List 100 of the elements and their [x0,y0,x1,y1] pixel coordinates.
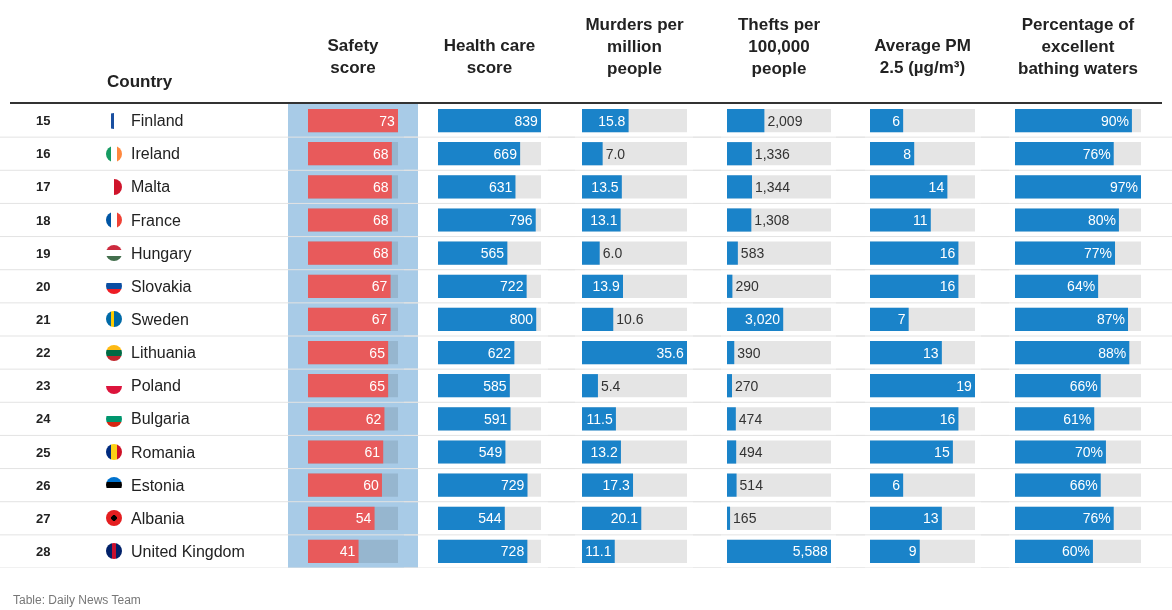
chart-title: Murders per million people [585,14,685,78]
data-label: 67 [371,311,388,328]
data-label: 65 [369,377,386,394]
bar [727,473,737,497]
data-label: 5,588 [792,543,828,560]
y-tick-label: Lithuania [131,344,197,361]
bar [582,142,603,166]
y-tick-label: Sweden [131,311,189,328]
data-label: 2,009 [767,112,803,129]
data-label: 13 [923,344,939,361]
data-label: 7 [897,311,906,328]
data-label: 1,344 [755,178,791,195]
text: 27 [36,511,51,526]
data-label: 68 [373,178,389,195]
data-label: 3,020 [744,311,781,328]
text: 19 [36,246,51,261]
data-label: 728 [500,543,525,560]
chart-title: Safety score [327,36,380,78]
data-label: 15 [934,444,950,460]
text: Table: Daily News Team [13,593,141,607]
y-tick-label: Bulgaria [131,410,190,427]
data-label: 390 [737,344,761,361]
text: 17 [36,179,51,194]
data-label: 60% [1061,543,1090,560]
bar [582,374,598,398]
bar [727,208,752,232]
y-axis-title: Country [107,72,173,91]
text: 23 [36,378,51,393]
data-label: 64% [1067,278,1096,295]
data-label: 76% [1082,510,1111,527]
data-label: 61 [364,444,381,460]
bar [727,440,737,464]
data-label: 7.0 [605,145,626,162]
data-label: 1,336 [754,145,791,162]
data-label: 16 [939,278,956,295]
data-label: 68 [373,245,389,262]
data-label: 68 [373,212,389,228]
data-label: 13.1 [590,212,618,228]
data-label: 591 [483,410,508,427]
y-tick-label: Hungary [131,245,192,262]
data-label: 631 [488,178,513,195]
y-tick-label: France [131,212,181,229]
data-label: 583 [740,245,765,262]
text: 20 [36,279,51,294]
data-label: 565 [480,245,505,262]
data-label: 6 [892,477,901,494]
data-label: 13 [923,510,939,527]
data-label: 669 [493,145,518,162]
data-label: 10.6 [616,311,644,328]
data-label: 165 [733,510,757,527]
data-label: 13.9 [592,278,620,295]
data-label: 80% [1087,212,1116,228]
data-label: 9 [908,543,917,560]
chart-title: Percentage of excellent bathing waters [1018,14,1138,78]
data-label: 19 [956,377,972,394]
data-label: 41 [339,543,356,560]
data-label: 97% [1109,178,1138,195]
bar [727,274,733,298]
text: 26 [36,478,51,493]
data-label: 70% [1074,444,1103,460]
text: 25 [36,445,51,460]
data-label: 290 [735,278,759,295]
y-tick-label: United Kingdom [131,543,245,560]
bar [727,407,736,431]
data-label: 62 [365,410,382,427]
text: 28 [36,544,51,559]
data-label: 13.5 [591,178,619,195]
data-label: 6.0 [602,245,623,262]
bar [727,142,752,166]
data-label: 544 [478,510,502,527]
data-label: 66% [1069,477,1098,494]
data-label: 67 [371,278,388,295]
data-label: 68 [373,145,389,162]
data-label: 60 [363,477,379,494]
chart-title: Health care score [443,36,536,78]
text: 15 [36,113,51,128]
data-label: 65 [369,344,386,361]
y-tick-label: Poland [131,377,181,394]
data-label: 17.3 [602,477,631,494]
data-label: 54 [355,510,372,527]
data-label: 16 [939,410,956,427]
data-label: 11.5 [586,410,613,427]
data-label: 20.1 [610,510,639,527]
data-label: 474 [738,410,763,427]
data-label: 6 [892,112,901,129]
data-label: 88% [1098,344,1127,361]
y-tick-label: Romania [131,444,196,461]
text: 22 [36,345,51,360]
data-label: 16 [939,245,956,262]
chart-title: Average PM 2.5 (µg/m³) [874,36,971,78]
data-label: 839 [514,112,538,129]
data-label: 77% [1083,245,1113,262]
text: 18 [36,213,51,228]
text: 21 [36,312,51,327]
bar [582,241,600,265]
data-label: 11.1 [585,543,612,560]
data-label: 61% [1063,410,1092,427]
data-label: 622 [487,344,512,361]
y-tick-label: Albania [131,510,185,527]
bar [727,340,735,365]
